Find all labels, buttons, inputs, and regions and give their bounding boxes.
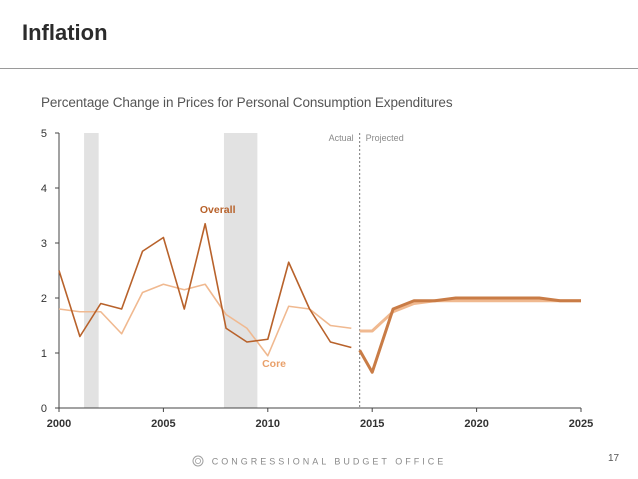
title-divider xyxy=(0,68,638,69)
x-tick-label-2020: 2020 xyxy=(464,418,488,430)
overall-actual-line xyxy=(58,222,352,349)
slide-title: Inflation xyxy=(22,20,108,45)
footer: CONGRESSIONAL BUDGET OFFICE xyxy=(0,455,638,469)
footer-text: CONGRESSIONAL BUDGET OFFICE xyxy=(211,456,447,467)
y-tick-label-0: 0 xyxy=(41,403,47,415)
page-number: 17 xyxy=(608,453,620,464)
x-tick-label-2015: 2015 xyxy=(360,418,384,430)
chart-title: Percentage Change in Prices for Personal… xyxy=(41,95,453,110)
y-tick-label-1: 1 xyxy=(41,348,47,360)
y-tick-label-4: 4 xyxy=(41,183,47,195)
y-tick-label-5: 5 xyxy=(41,128,47,140)
projected-label: Projected xyxy=(366,133,404,143)
x-tick-label-2025: 2025 xyxy=(569,418,593,430)
x-tick-label-2000: 2000 xyxy=(47,418,71,430)
core-actual-line xyxy=(58,283,352,357)
overall-series-label: Overall xyxy=(200,204,236,216)
core-projected-line xyxy=(359,299,581,333)
y-tick-label-3: 3 xyxy=(41,238,47,250)
actual-label: Actual xyxy=(329,133,354,143)
x-tick-label-2010: 2010 xyxy=(256,418,280,430)
x-tick-label-2005: 2005 xyxy=(151,418,175,430)
overall-projected-line xyxy=(358,296,581,374)
recession-band-1 xyxy=(84,133,99,408)
y-tick-label-2: 2 xyxy=(41,293,47,305)
cbo-seal-icon xyxy=(192,455,204,469)
recession-band-2 xyxy=(223,133,258,408)
core-series-label: Core xyxy=(262,358,286,370)
